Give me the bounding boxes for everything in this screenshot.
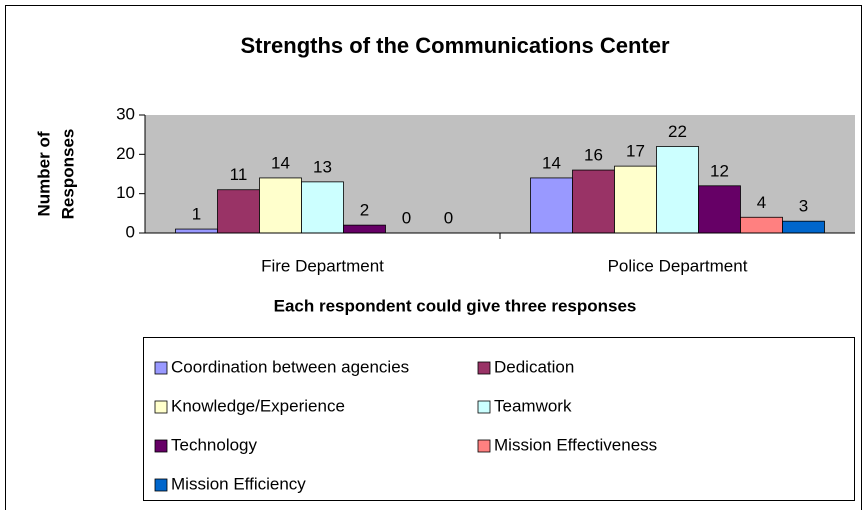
legend-label: Mission Efficiency — [171, 474, 306, 493]
value-label: 4 — [757, 193, 766, 212]
bar — [175, 228, 218, 234]
legend-swatch — [477, 400, 491, 414]
x-tick-label: Police Department — [608, 256, 748, 275]
value-label: 3 — [799, 197, 808, 216]
legend-label: Mission Effectiveness — [494, 435, 657, 454]
bar — [530, 177, 573, 234]
legend-swatch — [477, 439, 491, 453]
value-label: 22 — [668, 122, 687, 141]
value-label: 11 — [230, 165, 248, 184]
y-tick-label: 20 — [116, 144, 135, 163]
legend-label: Coordination between agencies — [171, 357, 409, 376]
legend-label: Dedication — [494, 357, 574, 376]
value-label: 0 — [444, 208, 453, 227]
value-label: 13 — [313, 157, 332, 176]
value-label: 16 — [584, 146, 603, 165]
value-label: 2 — [360, 201, 369, 220]
value-label: 12 — [710, 161, 729, 180]
legend-label: Teamwork — [494, 396, 572, 415]
bar — [740, 216, 783, 234]
value-label: 0 — [402, 208, 411, 227]
value-label: 1 — [192, 205, 201, 224]
legend-swatch — [154, 361, 168, 375]
bar — [259, 177, 302, 234]
value-label: 17 — [626, 142, 645, 161]
legend-swatch — [154, 439, 168, 453]
bar — [782, 220, 825, 234]
x-axis-title: Each respondent could give three respons… — [274, 296, 637, 315]
legend-swatch — [154, 400, 168, 414]
bar — [614, 165, 657, 234]
y-tick-label: 10 — [116, 183, 135, 202]
y-axis-title-line: Responses — [58, 129, 77, 220]
legend-swatch — [154, 478, 168, 492]
chart-title: Strengths of the Communications Center — [240, 33, 669, 58]
legend-box — [143, 337, 855, 501]
bar — [656, 146, 699, 234]
bar — [698, 185, 741, 234]
y-axis-title-line: Number of — [34, 131, 53, 216]
bar — [343, 224, 386, 234]
x-tick-label: Fire Department — [261, 256, 384, 275]
y-tick-label: 30 — [116, 104, 135, 123]
bar — [301, 181, 344, 234]
value-label: 14 — [271, 153, 290, 172]
y-tick-label: 0 — [126, 222, 135, 241]
legend-label: Technology — [171, 435, 258, 454]
legend-swatch — [477, 361, 491, 375]
bar — [572, 169, 615, 234]
legend-label: Knowledge/Experience — [171, 396, 345, 415]
bar — [217, 189, 260, 234]
y-axis-title: Number of Responses — [34, 129, 77, 220]
value-label: 14 — [542, 153, 561, 172]
